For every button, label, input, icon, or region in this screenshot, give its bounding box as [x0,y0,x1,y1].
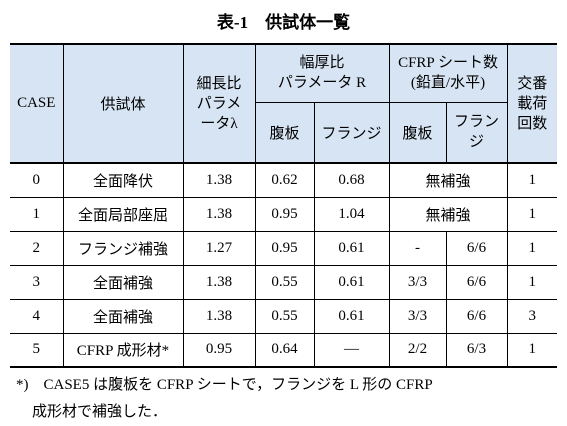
footnote: *) CASE5 は腹板を CFRP シートで，フランジを L 形の CFRP … [16,372,433,426]
table-cell: 6/6 [445,230,508,265]
header-line: ジ [469,134,485,151]
header-cell: 交番 載荷 回数 [506,43,558,163]
table-cell: 0.62 [254,162,315,197]
table-cell: 1 [506,230,558,265]
table-cell: 3/3 [388,264,447,299]
table-cell: 1.38 [182,162,256,197]
table-cell: 1.38 [182,196,256,231]
header-cell: 腹板 [388,101,447,163]
table-cell: 0.55 [254,264,315,299]
table-cell: 2 [10,230,64,265]
table-cell: 0.95 [254,230,315,265]
table-cell: 6/6 [445,264,508,299]
table-cell: 1 [506,162,558,197]
table-cell: 0.95 [254,196,315,231]
table-row: 2 フランジ補強 1.27 0.95 0.61-6/6 1 [10,230,558,265]
header-line: 交番 [517,75,548,92]
header-line: フラン [454,114,500,131]
table-cell: 全面補強 [62,298,184,333]
table-cell: 1.04 [313,196,390,231]
header-line: 幅厚比 [299,55,345,72]
header-line: 細長比 [196,75,242,92]
table-cell: CFRP 成形材* [62,332,184,368]
table-cell: 0.64 [254,332,315,368]
table-cell: 全面局部座屈 [62,196,184,231]
table-cell: — [313,332,390,368]
specimen-table: CASE 供試体 細長比パラメータλ 幅厚比パラメータ R CFRP シート数 (… [10,43,558,368]
table-cell: 1 [10,196,64,231]
table-row: 5 CFRP 成形材* 0.95 0.64—2/2 6/3 1 [10,332,558,368]
table-cell: - [388,230,447,265]
footnote-line: *) CASE5 は腹板を CFRP シートで，フランジを L 形の CFRP [16,377,433,393]
header-cell: 供試体 [62,43,184,163]
table-cell: 4 [10,298,64,333]
table-cell: 1.38 [182,264,256,299]
header-line: ータλ [200,115,238,132]
table-row: 3 全面補強 1.38 0.55 0.61 3/3 6/6 1 [10,264,558,299]
table-cell: 0.61 [313,298,390,333]
header-cell: フランジ [313,101,390,163]
table-cell: 無補強 [388,162,508,197]
header-cell: フランジ [445,101,508,163]
table-cell: 3 [506,298,558,333]
header-cell: CASE [10,43,64,163]
table-cell: 1.38 [182,298,256,333]
table-cell: 5 [10,332,64,368]
table-cell: 0 [10,162,64,197]
table-cell: 1 [506,196,558,231]
header-cell: 細長比パラメータλ [182,43,256,163]
table-cell: 2/2 [388,332,447,368]
footnote-line: 成形材で補強した． [32,404,168,420]
table-cell: 6/6 [445,298,508,333]
table-cell: 1 [506,332,558,368]
table-row: 1 全面局部座屈 1.38 0.95 1.04 無補強 1 [10,196,558,231]
table-cell: 0.95 [182,332,256,368]
table-cell: 0.61 [313,230,390,265]
table-cell: 0.68 [313,162,390,197]
table-cell: 3/3 [388,298,447,333]
table-cell: 1.27 [182,230,256,265]
header-line: (鉛直/水平) [410,75,486,92]
header-cell: 腹板 [255,101,315,163]
header-line: 回数 [517,115,548,132]
table-cell: 6/3 [445,332,508,368]
header-line: パラメータ R [277,75,367,92]
table-cell: 0.61 [313,264,390,299]
table-row: 4 全面補強 1.38 0.55 0.61 3/3 6/6 3 [10,298,558,333]
table-cell: 全面降伏 [62,162,184,197]
table-cell: 3 [10,264,64,299]
table-row: 0 全面降伏 1.38 0.62 0.68 無補強 1 [10,162,558,197]
header-line: パラメ [196,95,242,112]
title: 表-1 供試体一覧 [216,13,351,32]
header-line: CFRP シート数 [398,55,498,72]
table-body: 0 全面降伏 1.38 0.62 0.68 無補強 1 1 全面局部座屈 1.38 0.95 1.04… [10,162,558,368]
header-cell: 幅厚比パラメータ R [254,43,390,102]
table-cell: 無補強 [388,196,508,231]
header-line: 載荷 [517,95,548,112]
table-cell: 0.55 [254,298,315,333]
header-cell: CFRP シート数 (鉛直/水平) [388,43,508,102]
table-cell: 1 [506,264,558,299]
table-cell: 全面補強 [62,264,184,299]
table-cell: フランジ補強 [62,230,184,265]
